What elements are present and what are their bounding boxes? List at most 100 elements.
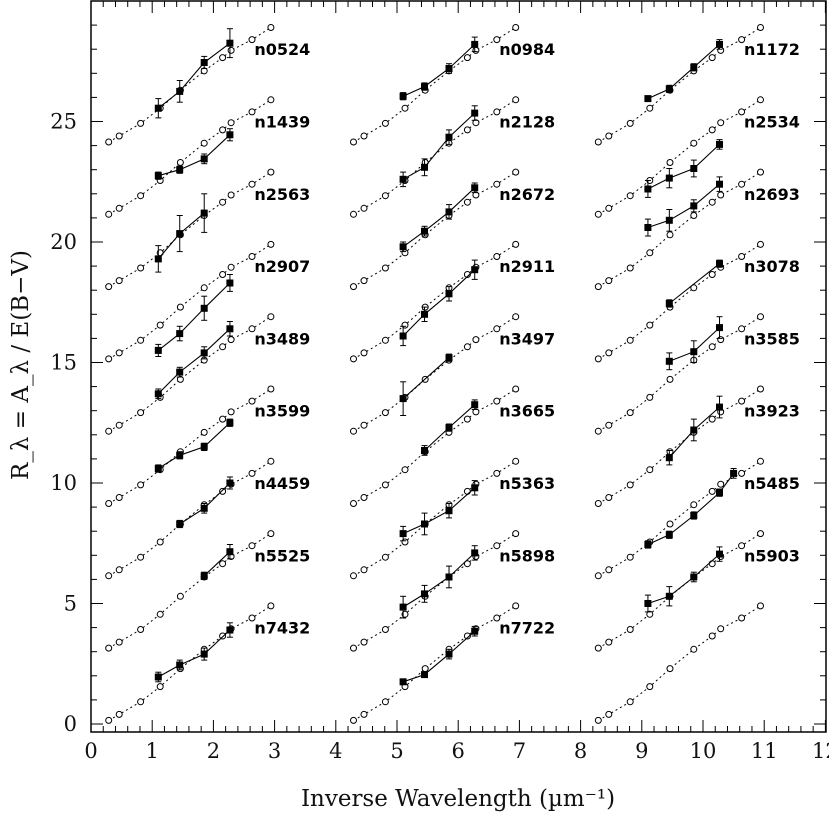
reference-point [472, 46, 480, 54]
galaxy-line [158, 629, 231, 678]
reference-point [248, 542, 256, 550]
x-tick-label: 10 [690, 739, 717, 763]
reference-point [248, 469, 256, 477]
galaxy-label: n2693 [744, 185, 800, 204]
reference-point [156, 538, 164, 546]
galaxy-label: n3585 [744, 329, 800, 348]
reference-point [690, 284, 698, 292]
reference-point [248, 614, 256, 622]
reference-point [115, 494, 123, 501]
reference-point [401, 104, 409, 112]
reference-curve-line [108, 27, 272, 143]
data-point [716, 180, 723, 188]
reference-point [666, 375, 674, 383]
reference-point [156, 683, 164, 691]
reference-point [350, 716, 357, 724]
reference-point [267, 168, 275, 176]
reference-point [463, 343, 471, 351]
data-point [690, 165, 698, 172]
reference-point [176, 159, 184, 166]
reference-curve-line [598, 533, 761, 649]
reference-point [594, 355, 602, 363]
data-point [471, 184, 479, 192]
data-point [421, 671, 428, 679]
reference-point [605, 421, 613, 429]
data-point [665, 531, 673, 539]
data-point [644, 185, 652, 193]
reference-point [738, 614, 746, 622]
data-point [421, 520, 428, 528]
reference-point [666, 231, 674, 239]
reference-point [463, 271, 471, 278]
reference-point [757, 240, 764, 248]
reference-point [738, 253, 746, 260]
reference-point [105, 572, 113, 580]
reference-point [267, 457, 275, 465]
reference-point [137, 409, 145, 417]
data-point [399, 530, 407, 538]
galaxy-label: n5363 [499, 474, 555, 493]
reference-point [105, 500, 113, 507]
reference-point [227, 408, 235, 416]
galaxy-line [647, 143, 720, 190]
data-point [471, 627, 479, 635]
reference-point [472, 191, 480, 199]
reference-curve-line [598, 460, 761, 577]
reference-point [115, 349, 123, 357]
reference-point [626, 626, 634, 633]
data-point [690, 426, 698, 434]
galaxy-line [647, 553, 720, 605]
galaxy-label: n0524 [254, 40, 310, 59]
reference-point [605, 132, 613, 140]
x-tick-label: 4 [329, 739, 342, 763]
galaxy-label: n7432 [254, 619, 310, 638]
data-point [200, 155, 208, 163]
galaxy-label: n2672 [499, 185, 555, 204]
reference-point [646, 249, 654, 257]
data-point [665, 174, 673, 182]
reference-point [360, 349, 368, 357]
reference-point [757, 602, 764, 610]
reference-point [227, 119, 235, 127]
reference-point [666, 520, 674, 528]
reference-point [757, 313, 764, 321]
reference-point [493, 180, 501, 188]
reference-point [626, 698, 634, 706]
reference-curve-line [353, 533, 516, 649]
data-point [445, 507, 453, 515]
data-point [690, 348, 698, 356]
reference-point [594, 500, 602, 507]
data-point [471, 40, 479, 48]
reference-point [360, 710, 368, 718]
data-point [665, 300, 673, 307]
reference-point [227, 46, 235, 54]
data-point [471, 484, 479, 492]
data-point [226, 279, 234, 287]
y-tick-label: 5 [64, 592, 77, 616]
reference-point [463, 126, 471, 134]
data-point [445, 573, 453, 581]
data-point [399, 678, 407, 686]
reference-point [156, 610, 164, 618]
reference-point [594, 283, 602, 291]
reference-point [493, 614, 501, 622]
y-tick-label: 20 [50, 230, 77, 254]
galaxy-line [157, 42, 231, 109]
reference-point [738, 36, 746, 44]
data-point [690, 63, 698, 71]
reference-point [717, 46, 725, 54]
reference-point [115, 132, 123, 140]
reference-point [493, 469, 501, 477]
x-tick-label: 6 [452, 739, 465, 763]
galaxy-line [402, 552, 476, 608]
reference-point [512, 457, 520, 465]
reference-point [646, 321, 654, 329]
x-tick-label: 2 [207, 739, 220, 763]
reference-point [350, 572, 357, 580]
galaxy-line [158, 422, 231, 469]
reference-point [493, 36, 501, 44]
reference-point [350, 138, 357, 146]
reference-curve-line [353, 243, 516, 360]
reference-point [626, 119, 634, 127]
data-point [176, 520, 184, 528]
